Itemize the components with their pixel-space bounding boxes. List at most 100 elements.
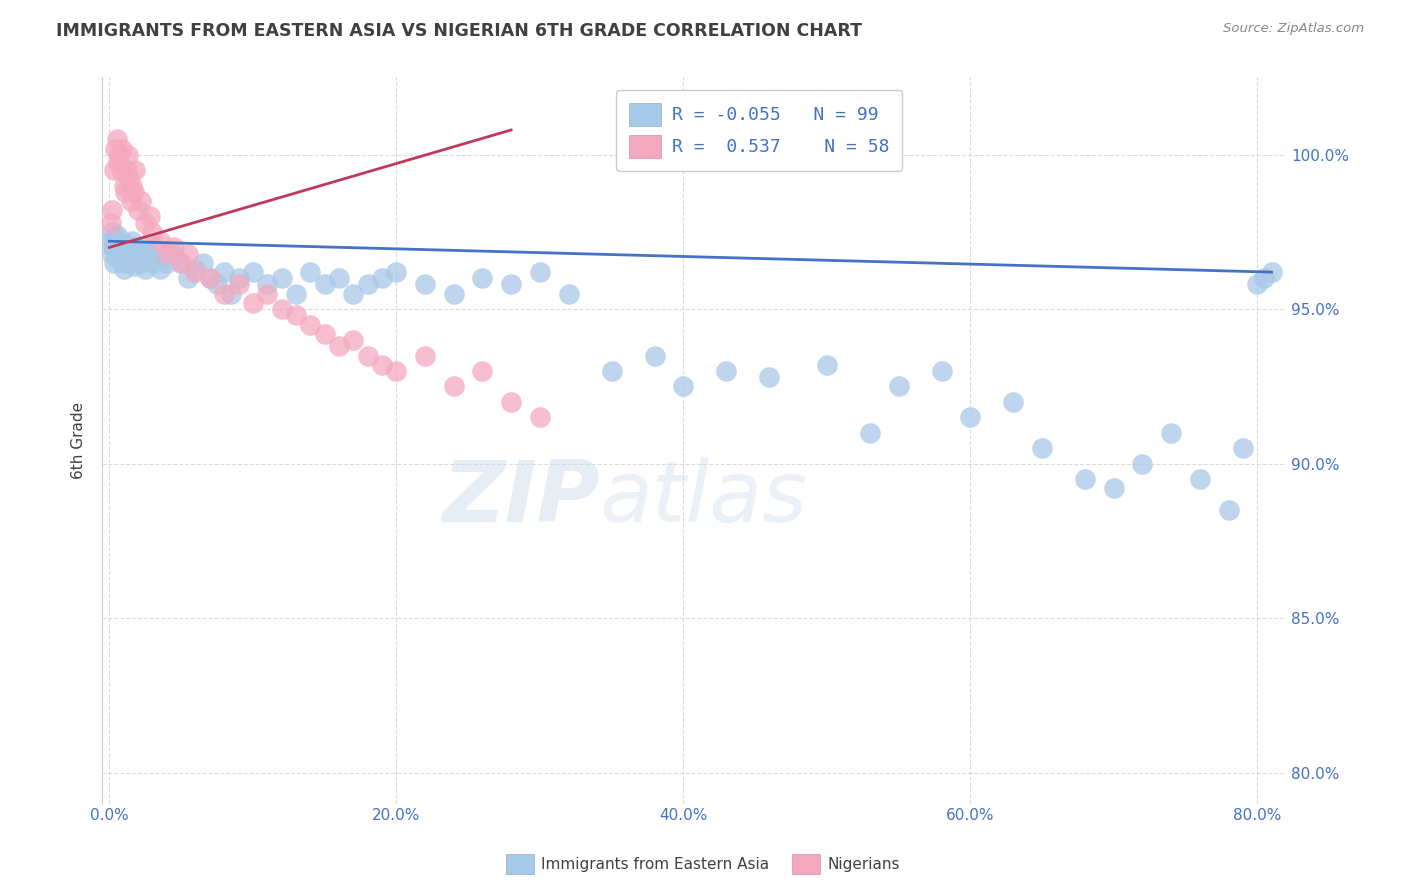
- Point: [342, 333, 364, 347]
- Point: [371, 271, 394, 285]
- Point: [242, 296, 264, 310]
- Point: [385, 265, 408, 279]
- Point: [1031, 442, 1053, 456]
- Point: [443, 379, 465, 393]
- Point: [356, 277, 378, 292]
- Legend: R = -0.055   N = 99, R =  0.537    N = 58: R = -0.055 N = 99, R = 0.537 N = 58: [616, 90, 903, 170]
- Point: [115, 246, 138, 260]
- Point: [191, 256, 214, 270]
- Point: [134, 262, 156, 277]
- Point: [104, 141, 127, 155]
- Point: [163, 240, 186, 254]
- Point: [111, 256, 134, 270]
- Point: [371, 358, 394, 372]
- Point: [221, 286, 243, 301]
- Point: [127, 203, 149, 218]
- Point: [118, 172, 141, 186]
- Point: [103, 163, 125, 178]
- Point: [212, 265, 235, 279]
- Point: [212, 286, 235, 301]
- Point: [672, 379, 695, 393]
- Point: [177, 246, 200, 260]
- Point: [1102, 482, 1125, 496]
- Point: [163, 246, 186, 260]
- Point: [117, 147, 139, 161]
- Point: [600, 364, 623, 378]
- Point: [100, 225, 122, 239]
- Point: [177, 271, 200, 285]
- Text: Source: ZipAtlas.com: Source: ZipAtlas.com: [1223, 22, 1364, 36]
- Point: [184, 265, 207, 279]
- Point: [228, 277, 250, 292]
- Point: [122, 259, 145, 273]
- Point: [328, 271, 350, 285]
- Point: [198, 271, 221, 285]
- Point: [124, 240, 146, 254]
- Point: [110, 234, 132, 248]
- Point: [1132, 457, 1154, 471]
- Point: [103, 231, 125, 245]
- Point: [815, 358, 838, 372]
- Point: [149, 262, 172, 277]
- Point: [121, 234, 143, 248]
- Point: [105, 132, 128, 146]
- Point: [112, 178, 135, 193]
- Point: [100, 216, 122, 230]
- Point: [120, 194, 142, 208]
- Point: [138, 210, 160, 224]
- Y-axis label: 6th Grade: 6th Grade: [72, 402, 86, 479]
- Point: [270, 271, 292, 285]
- Point: [1218, 503, 1240, 517]
- Point: [112, 262, 135, 277]
- Point: [959, 410, 981, 425]
- Point: [108, 147, 131, 161]
- Point: [529, 410, 551, 425]
- Point: [120, 250, 142, 264]
- Point: [143, 240, 166, 254]
- Point: [284, 309, 307, 323]
- Point: [103, 256, 125, 270]
- Text: atlas: atlas: [599, 457, 807, 541]
- Point: [314, 326, 336, 341]
- Point: [105, 250, 128, 264]
- Point: [121, 178, 143, 193]
- Point: [103, 237, 125, 252]
- Point: [328, 339, 350, 353]
- Point: [114, 185, 136, 199]
- Point: [644, 349, 666, 363]
- Point: [156, 246, 179, 260]
- Point: [115, 163, 138, 178]
- Point: [149, 234, 172, 248]
- Point: [342, 286, 364, 301]
- Point: [256, 286, 278, 301]
- Point: [122, 185, 145, 199]
- Point: [124, 163, 146, 178]
- Point: [887, 379, 910, 393]
- Point: [205, 277, 228, 292]
- Point: [134, 216, 156, 230]
- Point: [101, 240, 124, 254]
- Point: [170, 256, 193, 270]
- Point: [117, 256, 139, 270]
- Point: [385, 364, 408, 378]
- Point: [127, 246, 149, 260]
- Point: [101, 246, 124, 260]
- Point: [156, 256, 179, 270]
- Point: [198, 271, 221, 285]
- Point: [443, 286, 465, 301]
- Text: ZIP: ZIP: [441, 457, 599, 541]
- Point: [141, 225, 163, 239]
- Point: [356, 349, 378, 363]
- Point: [1246, 277, 1268, 292]
- Point: [1260, 265, 1282, 279]
- Point: [184, 262, 207, 277]
- Legend: Immigrants from Eastern Asia, Nigerians: Immigrants from Eastern Asia, Nigerians: [501, 848, 905, 880]
- Point: [107, 240, 129, 254]
- Point: [1074, 472, 1097, 486]
- Point: [100, 234, 122, 248]
- Point: [136, 246, 159, 260]
- Text: IMMIGRANTS FROM EASTERN ASIA VS NIGERIAN 6TH GRADE CORRELATION CHART: IMMIGRANTS FROM EASTERN ASIA VS NIGERIAN…: [56, 22, 862, 40]
- Point: [129, 194, 152, 208]
- Point: [141, 256, 163, 270]
- Point: [114, 237, 136, 252]
